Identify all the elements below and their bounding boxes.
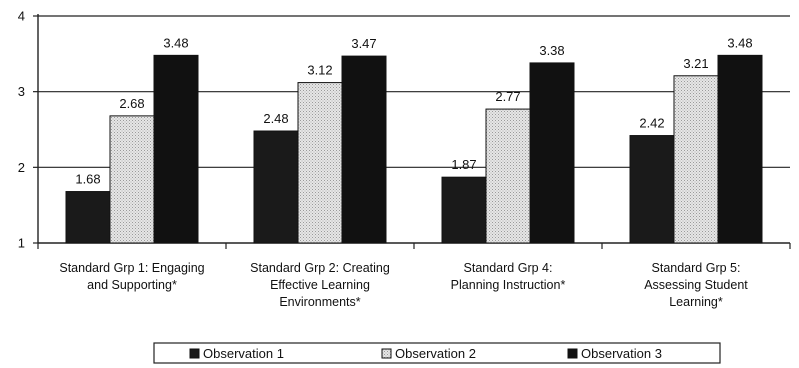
data-label: 1.68: [75, 172, 100, 187]
category-label: Planning Instruction*: [451, 278, 566, 292]
bar: [153, 54, 199, 244]
data-label: 3.38: [539, 43, 564, 58]
bar: [65, 191, 111, 244]
legend-swatch: [567, 348, 578, 359]
category-label: Assessing Student: [644, 278, 748, 292]
data-label: 3.12: [307, 63, 332, 78]
legend-label: Observation 1: [203, 346, 284, 361]
y-axis-ticks: 1 2 3 4: [18, 9, 38, 251]
bar: [341, 55, 387, 244]
category-label: and Supporting*: [87, 278, 177, 292]
category-label: Standard Grp 1: Engaging: [59, 261, 204, 275]
legend-swatch: [189, 348, 200, 359]
legend-label: Observation 2: [395, 346, 476, 361]
bar: [297, 82, 343, 244]
category-label: Effective Learning: [270, 278, 370, 292]
y-tick-label: 4: [18, 9, 25, 24]
bar: [529, 62, 575, 244]
data-label: 2.48: [263, 111, 288, 126]
category-label: Standard Grp 5:: [652, 261, 741, 275]
category-label: Environments*: [279, 295, 360, 309]
bars: [65, 54, 763, 244]
bar: [673, 75, 719, 244]
category-label: Learning*: [669, 295, 723, 309]
data-label: 3.48: [727, 35, 752, 50]
bar: [485, 108, 531, 244]
legend-box: [153, 342, 721, 364]
data-label: 2.42: [639, 116, 664, 131]
legend-swatch: [381, 348, 392, 359]
category-label: Standard Grp 2: Creating: [250, 261, 390, 275]
data-label: 3.21: [683, 56, 708, 71]
data-label: 2.68: [119, 96, 144, 111]
legend-label: Observation 3: [581, 346, 662, 361]
y-tick-label: 3: [18, 84, 25, 99]
category-labels: Standard Grp 1: Engaging and Supporting* S…: [59, 261, 748, 309]
data-label: 2.77: [495, 89, 520, 104]
category-label: Standard Grp 4:: [464, 261, 553, 275]
bar: [441, 176, 487, 244]
data-labels: 1.68 2.68 3.48 2.48 3.12 3.47 1.87 2.77 3.38 2.42…: [75, 35, 752, 186]
y-tick-label: 2: [18, 160, 25, 175]
data-label: 3.48: [163, 35, 188, 50]
data-label: 1.87: [451, 157, 476, 172]
bar: [717, 54, 763, 244]
bar: [109, 115, 155, 244]
bar: [253, 130, 299, 244]
data-label: 3.47: [351, 36, 376, 51]
y-tick-label: 1: [18, 236, 25, 251]
legend: Observation 1 Observation 2 Observation 3: [153, 342, 721, 364]
bar: [629, 135, 675, 244]
